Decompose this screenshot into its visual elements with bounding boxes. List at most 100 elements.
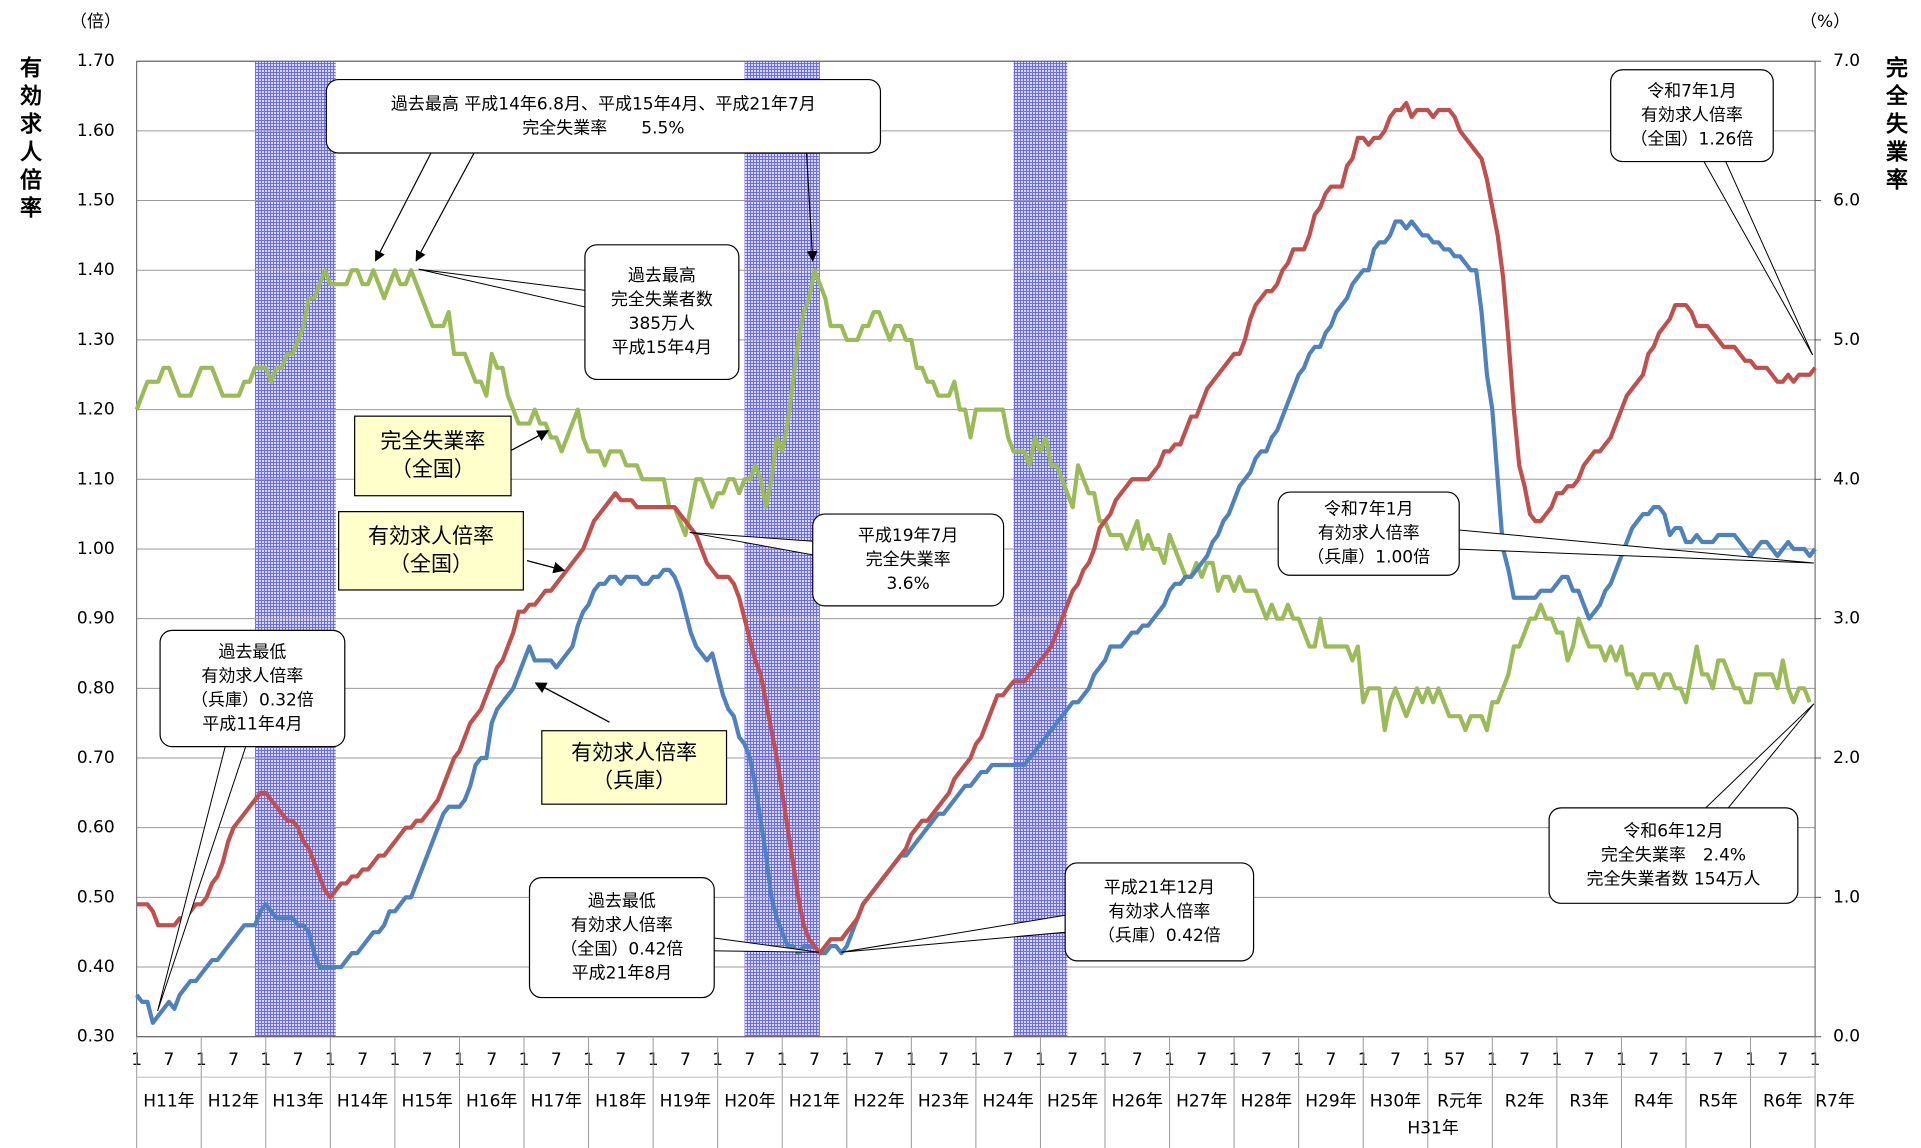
legend-label: 有効求人倍率 bbox=[368, 524, 494, 548]
x-tick-label: 7 bbox=[615, 1050, 626, 1070]
legend-label: （全国） bbox=[391, 457, 475, 481]
x-tick-label: 7 bbox=[486, 1050, 497, 1070]
year-label: R7年 bbox=[1815, 1092, 1855, 1112]
x-tick-label: 7 bbox=[357, 1050, 368, 1070]
legend-box bbox=[541, 730, 728, 805]
callout-text: 有効求人倍率 bbox=[1641, 106, 1743, 126]
x-tick-label: 7 bbox=[1196, 1050, 1207, 1070]
callout-box bbox=[325, 78, 882, 154]
callout-text: 平成21年8月 bbox=[572, 964, 672, 984]
year-label: H28年 bbox=[1241, 1092, 1292, 1112]
year-label: H31年 bbox=[1407, 1119, 1458, 1139]
x-tick-label: 7 bbox=[938, 1050, 949, 1070]
y2-tick-label: 5.0 bbox=[1833, 330, 1860, 350]
callout-text: 完全失業者数 bbox=[611, 290, 713, 310]
y-tick-label: 1.60 bbox=[77, 121, 115, 141]
y-tick-label: 1.50 bbox=[77, 191, 115, 211]
year-label: R4年 bbox=[1634, 1092, 1674, 1112]
callout-text: 過去最低 bbox=[588, 892, 656, 912]
y-tick-label: 1.10 bbox=[77, 469, 115, 489]
year-label: H27年 bbox=[1176, 1092, 1227, 1112]
callout-text: 令和7年1月 bbox=[1647, 82, 1737, 102]
x-tick-label: 7 bbox=[1713, 1050, 1724, 1070]
x-tick-label: 7 bbox=[809, 1050, 820, 1070]
legend-box bbox=[354, 415, 512, 497]
year-label: H14年 bbox=[337, 1092, 388, 1112]
x-tick-label: 7 bbox=[164, 1050, 175, 1070]
x-tick-label: 7 bbox=[874, 1050, 885, 1070]
callout-text: 過去最高 bbox=[628, 266, 696, 286]
year-label: H29年 bbox=[1305, 1092, 1356, 1112]
y-tick-label: 0.30 bbox=[77, 1027, 115, 1047]
year-label: H22年 bbox=[853, 1092, 904, 1112]
legend-box bbox=[338, 511, 524, 591]
year-label: H30年 bbox=[1370, 1092, 1421, 1112]
callout-arrow bbox=[415, 152, 475, 262]
callout-text: 完全失業者数 154万人 bbox=[1587, 870, 1761, 890]
callout-box bbox=[159, 629, 346, 748]
callout-arrow bbox=[805, 152, 818, 262]
callout-box bbox=[1548, 807, 1799, 904]
legend-label: 完全失業率 bbox=[380, 429, 485, 453]
x-tick-label: 7 bbox=[1584, 1050, 1595, 1070]
callout-text: （兵庫）1.00倍 bbox=[1307, 548, 1430, 568]
year-label: H23年 bbox=[918, 1092, 969, 1112]
x-tick-label: 7 bbox=[1519, 1050, 1530, 1070]
x-tick-label: 7 bbox=[1777, 1050, 1788, 1070]
callout-text: 有効求人倍率 bbox=[201, 667, 303, 687]
y2-unit: （%） bbox=[1800, 12, 1850, 32]
year-label: H13年 bbox=[272, 1092, 323, 1112]
x-tick-label: 7 bbox=[1003, 1050, 1014, 1070]
x-tick-label: 7 bbox=[1326, 1050, 1337, 1070]
y-tick-label: 0.70 bbox=[77, 748, 115, 768]
y-tick-label: 0.40 bbox=[77, 957, 115, 977]
y2-tick-label: 2.0 bbox=[1833, 748, 1860, 768]
y-unit: （倍） bbox=[70, 12, 121, 32]
y-tick-label: 0.90 bbox=[77, 609, 115, 629]
callout-text: 過去最高 平成14年6.8月、平成15年4月、平成21年7月 bbox=[391, 94, 816, 114]
legend-arrow bbox=[534, 682, 610, 723]
callout-text: （全国）0.42倍 bbox=[560, 940, 683, 960]
callout-text: 有効求人倍率 bbox=[1318, 524, 1420, 544]
y-tick-label: 1.40 bbox=[77, 260, 115, 280]
callout-text: 過去最低 bbox=[218, 643, 286, 663]
callout-text: （兵庫）0.32倍 bbox=[191, 691, 314, 711]
y2-tick-label: 4.0 bbox=[1833, 469, 1860, 489]
x-tick-label: 7 bbox=[551, 1050, 562, 1070]
year-label: H26年 bbox=[1112, 1092, 1163, 1112]
x-tick-label: 7 bbox=[745, 1050, 756, 1070]
x-tick-label: 7 bbox=[1261, 1050, 1272, 1070]
legend-label: （全国） bbox=[389, 552, 473, 576]
y2-tick-label: 6.0 bbox=[1833, 191, 1860, 211]
callout-text: 平成15年4月 bbox=[612, 338, 712, 358]
x-tick-label: 7 bbox=[422, 1050, 433, 1070]
callout-text: （兵庫）0.42倍 bbox=[1098, 926, 1221, 946]
y-tick-label: 0.60 bbox=[77, 818, 115, 838]
callout-text: 完全失業率 2.4% bbox=[1601, 846, 1746, 866]
callout-box bbox=[528, 877, 715, 999]
legend-label: （兵庫） bbox=[592, 768, 676, 792]
callout-text: 有効求人倍率 bbox=[1108, 902, 1210, 922]
callout-box bbox=[1277, 491, 1460, 576]
callout-box bbox=[1610, 69, 1774, 163]
year-label: H19年 bbox=[660, 1092, 711, 1112]
year-label: R3年 bbox=[1569, 1092, 1609, 1112]
x-tick-label: 7 bbox=[1648, 1050, 1659, 1070]
y-tick-label: 1.30 bbox=[77, 330, 115, 350]
y-tick-label: 0.80 bbox=[77, 678, 115, 698]
y2-axis-title: 完全失業率 bbox=[1882, 55, 1909, 196]
callout-text: 有効求人倍率 bbox=[571, 916, 673, 936]
y-tick-label: 1.00 bbox=[77, 539, 115, 559]
callout-box bbox=[584, 244, 740, 381]
y-tick-label: 0.50 bbox=[77, 887, 115, 907]
year-label: R2年 bbox=[1505, 1092, 1545, 1112]
callout-text: 令和6年12月 bbox=[1623, 822, 1723, 842]
year-label: H21年 bbox=[789, 1092, 840, 1112]
y2-tick-label: 7.0 bbox=[1833, 51, 1860, 71]
year-label: H12年 bbox=[208, 1092, 259, 1112]
year-label: H15年 bbox=[401, 1092, 452, 1112]
series-line bbox=[136, 100, 1817, 956]
year-label: H16年 bbox=[466, 1092, 517, 1112]
callout-text: 平成21年12月 bbox=[1104, 878, 1215, 898]
